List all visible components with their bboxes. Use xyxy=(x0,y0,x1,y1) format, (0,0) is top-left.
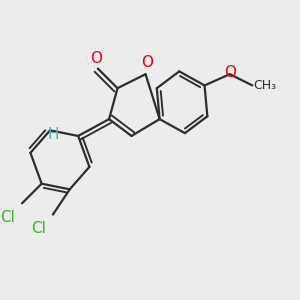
Text: O: O xyxy=(90,51,102,66)
Text: CH₃: CH₃ xyxy=(254,79,277,92)
Text: Cl: Cl xyxy=(1,210,15,225)
Text: O: O xyxy=(224,65,236,80)
Text: Cl: Cl xyxy=(32,221,46,236)
Text: H: H xyxy=(47,127,58,142)
Text: O: O xyxy=(141,55,153,70)
